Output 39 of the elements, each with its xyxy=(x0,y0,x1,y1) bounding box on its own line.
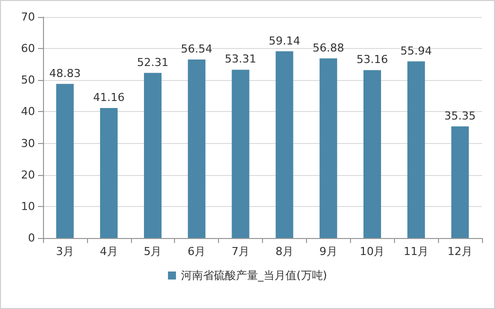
y-tick-label: 10 xyxy=(21,200,35,213)
x-tick-label: 10月 xyxy=(360,245,385,258)
data-label: 53.31 xyxy=(224,52,256,66)
x-tick-label: 12月 xyxy=(448,245,473,258)
bar xyxy=(276,51,294,238)
y-tick-label: 40 xyxy=(21,105,35,118)
x-tick-label: 11月 xyxy=(404,245,429,258)
legend-label: 河南省硫酸产量_当月值(万吨) xyxy=(180,269,328,282)
data-label: 53.16 xyxy=(356,53,388,66)
y-tick-label: 70 xyxy=(21,10,35,24)
y-tick-label: 20 xyxy=(21,168,35,182)
y-tick-label: 30 xyxy=(21,136,35,150)
bar xyxy=(188,59,206,238)
x-tick-label: 3月 xyxy=(56,245,74,258)
bar xyxy=(144,72,162,238)
data-label: 52.31 xyxy=(137,56,168,69)
bar xyxy=(100,108,118,238)
x-tick-label: 4月 xyxy=(100,245,118,258)
y-tick-label: 50 xyxy=(21,74,35,87)
x-tick-label: 5月 xyxy=(144,245,162,258)
y-tick-label: 0 xyxy=(28,232,35,244)
y-tick-label: 60 xyxy=(21,42,35,56)
x-tick-label: 7月 xyxy=(232,245,250,258)
x-tick-label: 8月 xyxy=(275,245,294,258)
x-tick-label: 9月 xyxy=(319,245,338,258)
bar xyxy=(56,84,74,238)
bar xyxy=(320,58,338,238)
data-label: 56.88 xyxy=(312,41,344,54)
bar xyxy=(407,61,425,238)
bar xyxy=(451,126,469,238)
x-tick-label: 6月 xyxy=(188,245,206,258)
data-label: 41.16 xyxy=(93,91,125,104)
data-label: 48.83 xyxy=(49,66,81,80)
data-label: 56.54 xyxy=(180,42,212,56)
data-label: 55.94 xyxy=(400,44,432,58)
data-label: 59.14 xyxy=(268,34,300,48)
bar xyxy=(232,70,250,238)
data-label: 35.35 xyxy=(444,109,476,122)
bar xyxy=(363,70,382,238)
